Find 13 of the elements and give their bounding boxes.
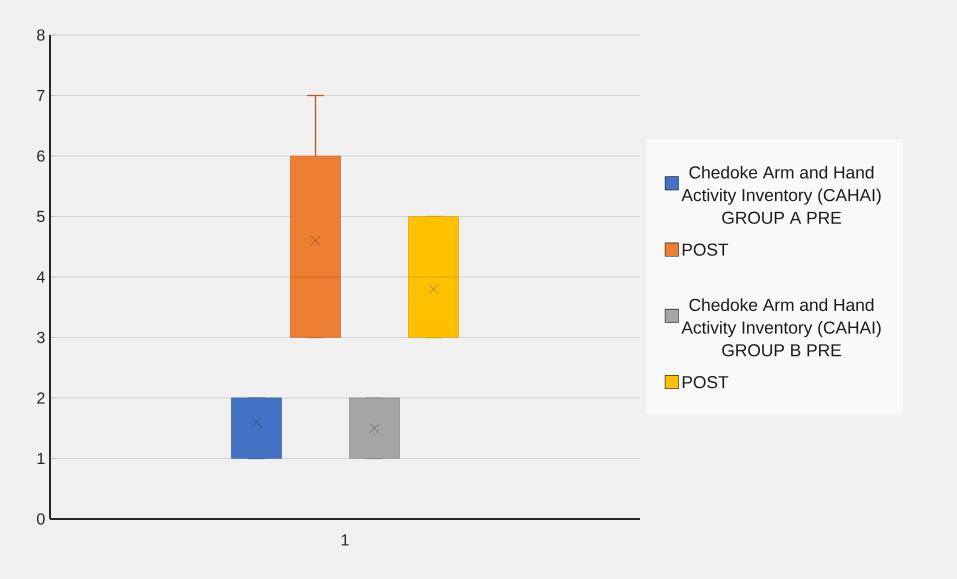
y-tick-label: 3 — [37, 332, 45, 344]
legend-label: Chedoke Arm and Hand Activity Inventory (CAHAI) GROUP A PRE — [681, 166, 881, 224]
legend-label: POST — [682, 244, 728, 256]
y-tick-label: 6 — [37, 150, 45, 162]
legend-label: Chedoke Arm and Hand Activity Inventory (CAHAI) GROUP B PRE — [681, 298, 881, 356]
y-tick-label: 5 — [37, 210, 45, 222]
y-tick-label: 0 — [37, 513, 45, 525]
legend-label: POST — [682, 376, 728, 388]
y-tick-label: 2 — [37, 392, 44, 404]
y-tick-label: 7 — [37, 90, 44, 102]
y-tick-label: 8 — [37, 29, 45, 41]
y-tick-label: 4 — [36, 272, 45, 283]
y-tick-label: 1 — [38, 453, 45, 464]
